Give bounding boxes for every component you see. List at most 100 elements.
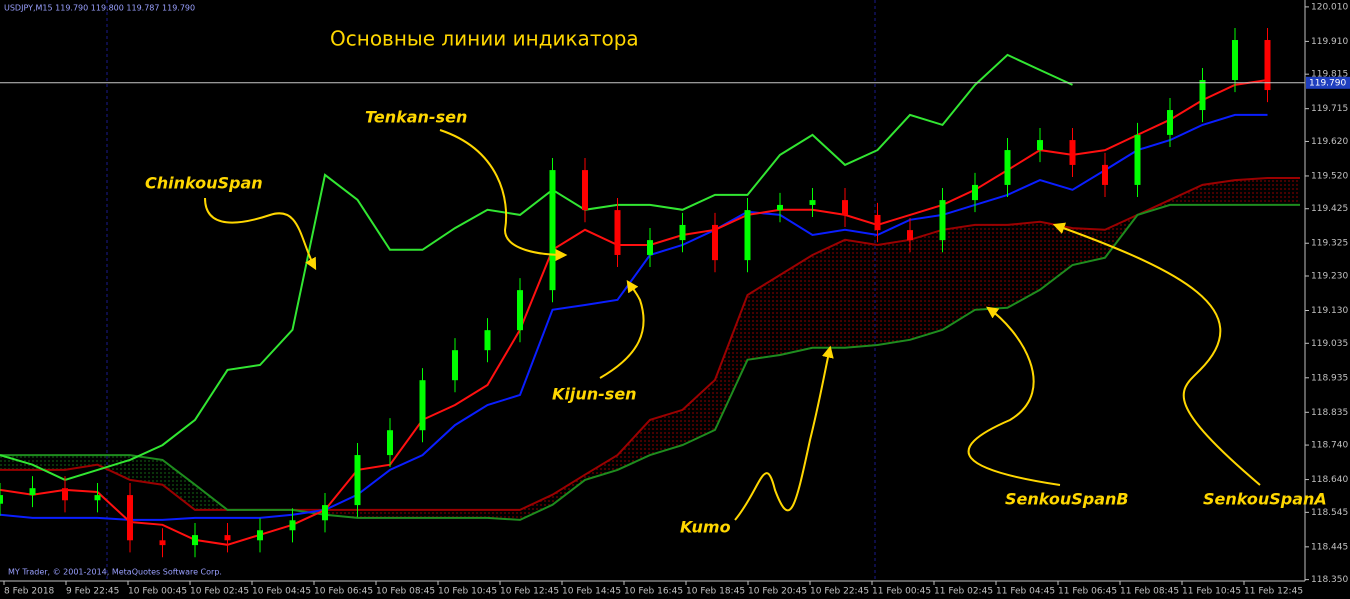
- y-tick-label: 119.715: [1311, 104, 1348, 114]
- annotation-arrow: [967, 306, 1061, 486]
- y-tick-label: 118.935: [1311, 373, 1348, 383]
- candle-body: [809, 200, 816, 205]
- x-tick-label: 10 Feb 20:45: [748, 587, 807, 597]
- annotation-arrow: [599, 280, 645, 379]
- kumo-cloud: [1235, 178, 1268, 205]
- candle-body: [972, 184, 978, 201]
- x-tick-label: 11 Feb 04:45: [996, 587, 1055, 597]
- kumo-cloud: [910, 229, 943, 340]
- y-tick-label: 118.740: [1311, 441, 1348, 451]
- candle-body: [0, 495, 3, 504]
- annotation: ChinkouSpan: [145, 174, 263, 193]
- candle-body: [1102, 164, 1108, 185]
- kumo-cloud: [617, 419, 650, 470]
- y-tick-label: 118.640: [1311, 475, 1348, 485]
- kumo-cloud: [1267, 178, 1300, 205]
- y-tick-label: 120.010: [1311, 2, 1348, 12]
- kumo-cloud: [97, 455, 130, 480]
- candle-body: [1069, 140, 1076, 165]
- kumo-cloud: [780, 254, 813, 356]
- candle-body: [647, 240, 653, 255]
- candle-body: [517, 290, 523, 331]
- candle-body: [127, 495, 133, 541]
- x-tick-label: 10 Feb 00:45: [128, 587, 187, 597]
- y-tick-label: 119.325: [1311, 239, 1348, 249]
- y-tick-label: 119.230: [1311, 272, 1348, 282]
- annotation-arrow: [1052, 222, 1261, 486]
- candle-body: [1199, 80, 1206, 111]
- y-tick-label: 119.910: [1311, 37, 1348, 47]
- annotation: Kumo: [680, 518, 731, 537]
- copyright: MY Trader, © 2001-2014, MetaQuotes Softw…: [8, 568, 222, 577]
- y-tick-label: 118.445: [1311, 542, 1348, 552]
- y-tick-label: 119.620: [1311, 137, 1348, 147]
- candle-body: [159, 540, 166, 546]
- x-tick-label: 10 Feb 10:45: [438, 587, 497, 597]
- kumo-cloud: [682, 379, 715, 446]
- candle-body: [1232, 40, 1238, 81]
- kumo-cloud: [1040, 221, 1073, 290]
- candle-body: [1264, 40, 1271, 91]
- indicator-line: [0, 53, 1073, 481]
- x-tick-label: 11 Feb 02:45: [934, 587, 993, 597]
- kumo-cloud: [0, 455, 33, 470]
- kumo-cloud: [650, 409, 683, 456]
- candle-body: [549, 170, 556, 291]
- candle-body: [94, 495, 101, 501]
- kumo-cloud: [1202, 180, 1235, 205]
- x-tick-label: 8 Feb 2018: [4, 587, 55, 597]
- x-tick-label: 10 Feb 06:45: [314, 587, 373, 597]
- kumo-cloud: [845, 239, 878, 348]
- symbol-info: USDJPY,M15 119.790 119.800 119.787 119.7…: [4, 4, 195, 13]
- kumo-cloud: [1072, 228, 1105, 265]
- indicator-line: [0, 203, 1300, 521]
- x-tick-label: 10 Feb 12:45: [500, 587, 559, 597]
- kumo-cloud: [552, 474, 585, 505]
- x-tick-label: 11 Feb 10:45: [1182, 587, 1241, 597]
- candle-body: [29, 488, 36, 496]
- y-tick-label: 118.350: [1311, 575, 1348, 585]
- kumo-cloud: [455, 509, 488, 518]
- y-tick-label: 119.815: [1311, 70, 1348, 80]
- kumo-cloud: [585, 455, 618, 480]
- kumo-cloud: [325, 509, 358, 518]
- annotation: SenkouSpanB: [1005, 490, 1129, 509]
- candle-body: [289, 520, 296, 531]
- y-tick-label: 119.520: [1311, 171, 1348, 181]
- y-tick-label: 119.035: [1311, 339, 1348, 349]
- indicator-line: [0, 113, 1268, 521]
- kumo-cloud: [390, 509, 423, 518]
- candle-body: [354, 455, 361, 506]
- kumo-cloud: [715, 294, 748, 430]
- candle-body: [842, 200, 848, 215]
- indicator-line: [0, 79, 1268, 546]
- candle-body: [582, 170, 588, 211]
- kumo-cloud: [1007, 221, 1040, 308]
- candle-body: [484, 330, 491, 351]
- x-tick-label: 10 Feb 22:45: [810, 587, 869, 597]
- x-tick-label: 10 Feb 08:45: [376, 587, 435, 597]
- kumo-cloud: [32, 455, 65, 470]
- candle-body: [192, 535, 198, 546]
- indicator-line: [0, 177, 1300, 511]
- candle-body: [322, 505, 328, 521]
- candle-body: [1037, 140, 1043, 151]
- candle-body: [387, 430, 393, 456]
- kumo-cloud: [812, 239, 845, 348]
- candle-body: [419, 380, 426, 431]
- candle-body: [1167, 110, 1173, 135]
- y-tick-label: 119.130: [1311, 306, 1348, 316]
- kumo-cloud: [975, 224, 1008, 310]
- kumo-cloud: [65, 455, 98, 470]
- annotation: SenkouSpanA: [1203, 490, 1327, 509]
- chart-title: Основные линии индикатора: [330, 27, 639, 51]
- candle-body: [1134, 134, 1141, 185]
- candle-body: [777, 204, 783, 211]
- x-tick-label: 10 Feb 14:45: [562, 587, 621, 597]
- current-price-label: 119.790: [1309, 78, 1346, 88]
- candle-body: [712, 224, 718, 261]
- x-tick-label: 10 Feb 04:45: [252, 587, 311, 597]
- kumo-cloud: [1170, 184, 1203, 205]
- candle-body: [257, 530, 263, 541]
